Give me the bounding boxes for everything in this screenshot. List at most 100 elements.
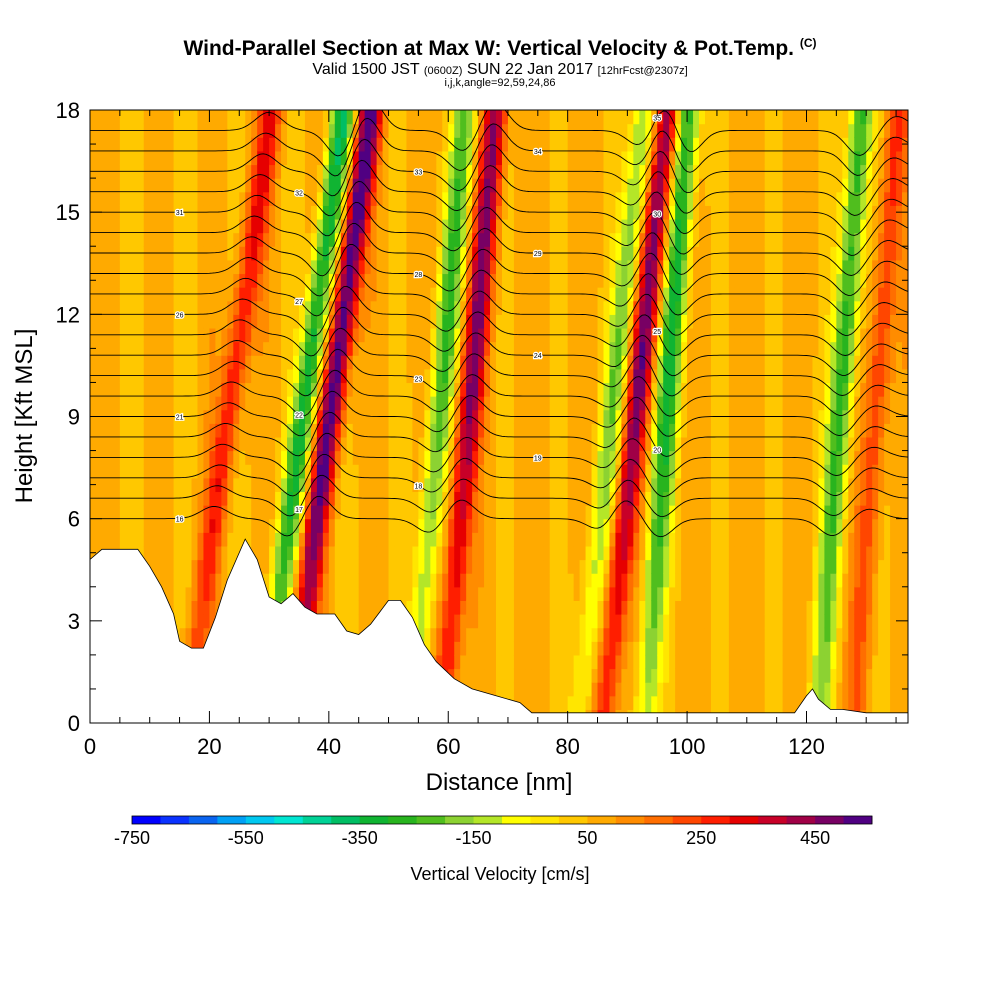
velocity-cell: [107, 150, 115, 166]
velocity-cell: [257, 532, 264, 547]
velocity-cell: [537, 382, 545, 397]
velocity-cell: [370, 382, 378, 397]
velocity-cell: [472, 518, 479, 533]
velocity-cell: [95, 355, 103, 370]
velocity-cell: [549, 600, 557, 615]
velocity-cell: [669, 382, 676, 397]
velocity-cell: [346, 600, 354, 615]
velocity-cell: [579, 382, 587, 397]
velocity-cell: [370, 137, 378, 152]
velocity-cell: [710, 682, 718, 697]
velocity-cell: [155, 464, 163, 479]
velocity-cell: [704, 246, 712, 261]
velocity-cell: [454, 205, 461, 220]
velocity-cell: [663, 355, 670, 370]
velocity-cell: [161, 150, 169, 166]
velocity-cell: [531, 341, 539, 356]
velocity-cell: [704, 273, 712, 288]
velocity-cell: [669, 110, 676, 125]
velocity-cell: [704, 627, 712, 642]
velocity-cell: [173, 532, 181, 547]
velocity-cell: [418, 314, 425, 329]
velocity-cell: [304, 573, 312, 588]
velocity-cell: [245, 164, 252, 179]
velocity-cell: [740, 668, 748, 683]
velocity-cell: [728, 505, 736, 520]
velocity-cell: [561, 137, 569, 152]
velocity-cell: [233, 191, 240, 206]
velocity-cell: [490, 164, 497, 179]
velocity-cell: [227, 137, 234, 152]
velocity-cell: [131, 110, 139, 125]
velocity-cell: [597, 586, 605, 601]
velocity-cell: [525, 232, 533, 247]
velocity-cell: [585, 355, 593, 370]
velocity-cell: [627, 505, 634, 520]
velocity-cell: [699, 341, 706, 356]
velocity-cell: [173, 355, 181, 370]
velocity-cell: [740, 518, 748, 533]
velocity-cell: [657, 695, 664, 710]
velocity-cell: [513, 668, 521, 683]
velocity-cell: [436, 259, 443, 275]
velocity-cell: [693, 368, 700, 384]
velocity-cell: [513, 654, 521, 670]
velocity-cell: [263, 382, 270, 397]
velocity-cell: [430, 559, 437, 574]
velocity-cell: [316, 532, 324, 547]
velocity-cell: [478, 436, 485, 452]
velocity-cell: [490, 559, 497, 574]
velocity-cell: [346, 150, 354, 166]
velocity-cell: [561, 532, 569, 547]
velocity-cell: [179, 450, 187, 465]
velocity-cell: [209, 218, 216, 234]
velocity-cell: [191, 178, 199, 193]
velocity-cell: [412, 423, 419, 438]
velocity-cell: [328, 436, 336, 452]
velocity-cell: [543, 627, 551, 642]
velocity-cell: [358, 327, 366, 343]
velocity-cell: [442, 586, 449, 601]
velocity-cell: [472, 273, 479, 288]
velocity-cell: [507, 600, 515, 615]
velocity-cell: [627, 327, 634, 343]
velocity-cell: [722, 682, 730, 697]
velocity-cell: [704, 232, 712, 247]
velocity-cell: [448, 491, 455, 506]
velocity-cell: [651, 191, 658, 206]
velocity-cell: [179, 477, 187, 493]
velocity-cell: [131, 259, 139, 275]
title-mark: (C): [799, 36, 817, 50]
velocity-cell: [716, 477, 724, 493]
velocity-cell: [615, 246, 622, 261]
velocity-cell: [585, 191, 593, 206]
velocity-cell: [310, 586, 318, 601]
velocity-cell: [651, 246, 658, 261]
velocity-cell: [603, 164, 611, 179]
velocity-cell: [316, 259, 324, 275]
velocity-cell: [310, 191, 318, 206]
velocity-cell: [293, 110, 300, 125]
velocity-cell: [328, 545, 336, 561]
velocity-cell: [561, 682, 569, 697]
velocity-cell: [513, 205, 521, 220]
velocity-cell: [615, 218, 622, 234]
velocity-cell: [567, 341, 575, 356]
velocity-cell: [531, 627, 539, 642]
velocity-cell: [549, 191, 557, 206]
velocity-cell: [257, 164, 264, 179]
velocity-cell: [657, 682, 664, 697]
velocity-cell: [663, 423, 670, 438]
velocity-cell: [233, 327, 240, 343]
velocity-cell: [603, 559, 611, 574]
velocity-cell: [704, 314, 712, 329]
velocity-cell: [740, 273, 748, 288]
velocity-cell: [490, 545, 497, 561]
velocity-cell: [710, 436, 718, 452]
velocity-cell: [310, 600, 318, 615]
velocity-cell: [716, 191, 724, 206]
velocity-cell: [531, 178, 539, 193]
velocity-cell: [490, 382, 497, 397]
velocity-cell: [537, 545, 545, 561]
velocity-cell: [90, 423, 97, 438]
